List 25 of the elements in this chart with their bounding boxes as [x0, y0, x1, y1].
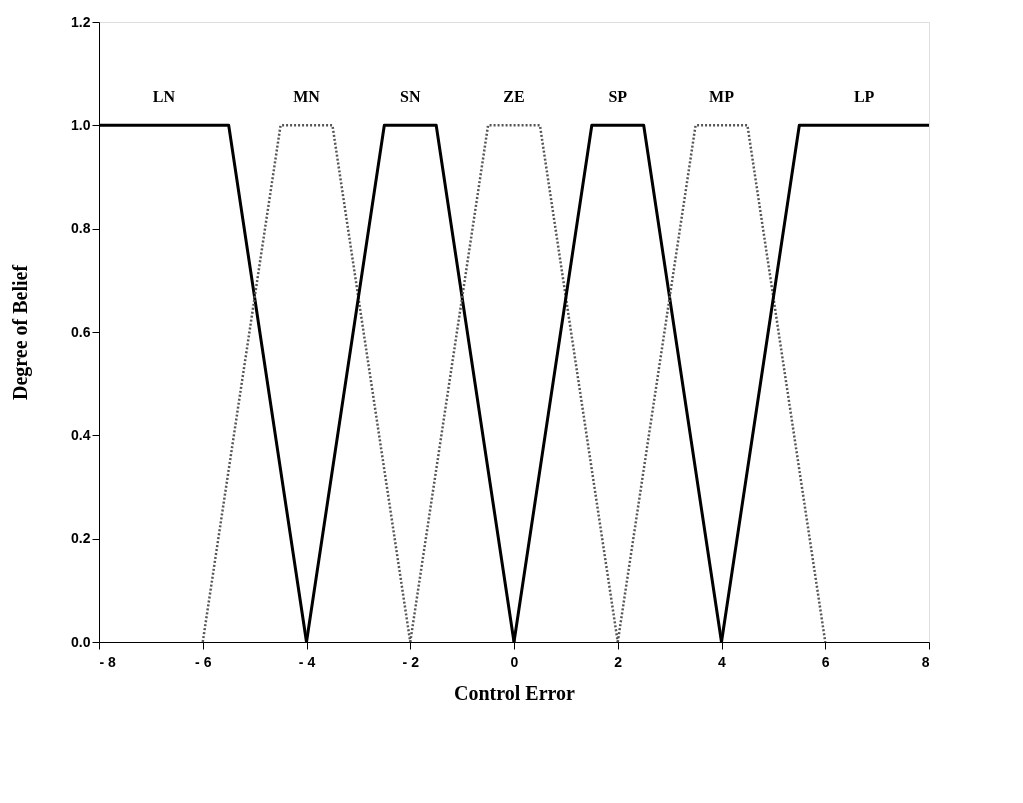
y-tick-label: 0.8 [71, 220, 91, 237]
y-tick-label: 1.0 [71, 116, 91, 133]
y-tick-label: 1.2 [71, 13, 91, 30]
x-tick-label: 4 [718, 653, 727, 670]
y-tick-label: 0.0 [71, 633, 91, 650]
x-tick-label: - 8 [99, 653, 117, 670]
series-label: SN [400, 88, 421, 106]
x-tick-label: 0 [510, 653, 519, 670]
x-tick-label: 8 [921, 653, 930, 670]
x-tick-label: - 4 [298, 653, 316, 670]
y-tick-label: 0.4 [71, 426, 91, 443]
series-label: LP [853, 88, 875, 106]
y-tick-label: 0.2 [71, 530, 91, 547]
series-label: SP [608, 88, 628, 106]
series-label: MP [709, 88, 735, 106]
x-tick-label: - 6 [195, 653, 212, 670]
x-tick-label: - 2 [402, 653, 420, 670]
y-tick-label: 0.6 [71, 323, 91, 340]
series-label: MN [293, 88, 321, 106]
series-label: LN [152, 88, 176, 106]
series-label: ZE [503, 88, 525, 106]
y-axis-title: Degree of Belief [9, 264, 33, 401]
x-tick-label: 6 [821, 653, 830, 670]
x-tick-label: 2 [614, 653, 623, 670]
x-axis-title: Control Error [454, 681, 576, 704]
